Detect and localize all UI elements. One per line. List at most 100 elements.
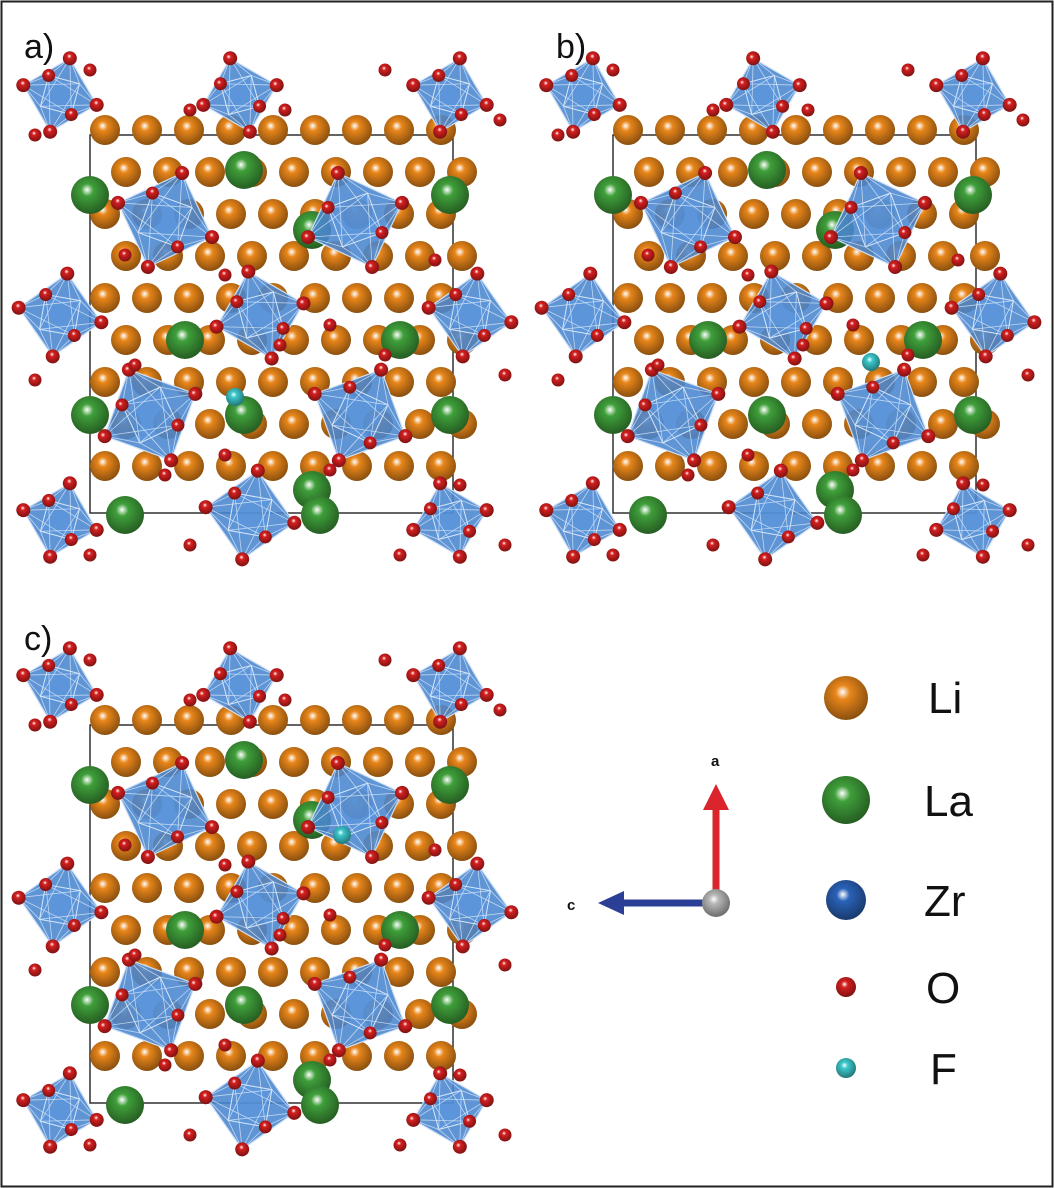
la-atom: [71, 766, 109, 804]
o-atom: [29, 964, 42, 977]
li-atom: [111, 747, 141, 777]
la-atom: [431, 986, 469, 1024]
li-atom: [970, 241, 1000, 271]
o-atom: [279, 104, 292, 117]
li-atom: [384, 873, 414, 903]
o-atom: [499, 1129, 512, 1142]
li-atom: [258, 957, 288, 987]
la-atom: [225, 151, 263, 189]
o-atom: [454, 1069, 467, 1082]
o-atom: [494, 704, 507, 717]
f-atom: [862, 353, 880, 371]
li-atom: [90, 957, 120, 987]
la-atom: [748, 151, 786, 189]
li-atom: [739, 199, 769, 229]
panel-b-label: b): [556, 28, 586, 66]
la-atom: [166, 321, 204, 359]
zro6-octahedron-inner-face: [228, 1083, 272, 1127]
o-atom: [324, 1054, 337, 1067]
li-atom: [300, 115, 330, 145]
li-atom: [405, 157, 435, 187]
o-atom: [324, 909, 337, 922]
li-atom: [258, 705, 288, 735]
li-atom: [907, 115, 937, 145]
o-atom: [184, 1129, 197, 1142]
li-atom: [865, 115, 895, 145]
legend-label-la: La: [924, 777, 973, 826]
o-atom: [129, 359, 142, 372]
o-atom: [324, 319, 337, 332]
la-atom: [166, 911, 204, 949]
la-atom: [954, 396, 992, 434]
li-atom: [634, 157, 664, 187]
o-atom: [847, 319, 860, 332]
li-atom: [279, 157, 309, 187]
la-atom: [431, 766, 469, 804]
li-atom: [363, 747, 393, 777]
li-atom: [111, 325, 141, 355]
la-atom: [71, 396, 109, 434]
li-atom: [613, 283, 643, 313]
li-atom: [384, 1041, 414, 1071]
o-atom: [219, 1039, 232, 1052]
o-atom: [499, 539, 512, 552]
la-atom: [824, 496, 862, 534]
o-atom: [129, 949, 142, 962]
o-atom: [707, 104, 720, 117]
li-atom: [447, 241, 477, 271]
o-atom: [902, 349, 915, 362]
li-atom: [90, 873, 120, 903]
o-atom: [499, 369, 512, 382]
la-atom: [301, 1086, 339, 1124]
li-atom: [279, 999, 309, 1029]
li-atom: [279, 409, 309, 439]
li-atom: [132, 873, 162, 903]
li-atom: [613, 115, 643, 145]
li-atom: [949, 367, 979, 397]
li-atom: [781, 199, 811, 229]
o-atom: [219, 269, 232, 282]
la-atom: [71, 176, 109, 214]
o-atom: [454, 479, 467, 492]
o-atom: [682, 469, 695, 482]
li-atom: [90, 115, 120, 145]
li-atom: [928, 157, 958, 187]
li-atom: [342, 705, 372, 735]
li-atom: [697, 115, 727, 145]
li-atom: [174, 1041, 204, 1071]
o-atom: [84, 654, 97, 667]
li-atom: [342, 283, 372, 313]
li-atom: [195, 831, 225, 861]
li-atom: [174, 451, 204, 481]
li-atom: [258, 367, 288, 397]
li-atom: [384, 705, 414, 735]
panel-a-label: a): [24, 28, 54, 66]
o-atom: [119, 249, 132, 262]
li-atom: [613, 451, 643, 481]
la-atom: [431, 396, 469, 434]
li-atom: [823, 115, 853, 145]
li-atom: [279, 747, 309, 777]
f-atom-icon: [836, 1058, 856, 1078]
o-atom: [742, 449, 755, 462]
o-atom: [29, 374, 42, 387]
zro6-octahedron-inner-face: [228, 493, 272, 537]
la-atom: [629, 496, 667, 534]
li-atom: [426, 367, 456, 397]
o-atom: [379, 64, 392, 77]
li-atom: [342, 115, 372, 145]
li-atom: [174, 115, 204, 145]
li-atom: [195, 409, 225, 439]
li-atom: [613, 367, 643, 397]
o-atom: [494, 114, 507, 127]
panel-c-label: c): [24, 620, 52, 658]
legend-label-f: F: [930, 1045, 957, 1094]
li-atom: [111, 915, 141, 945]
li-atom: [802, 157, 832, 187]
o-atom: [847, 464, 860, 477]
o-atom: [159, 1059, 172, 1072]
li-atom-icon: [824, 676, 868, 720]
axis-c-label: c: [567, 897, 575, 914]
li-atom: [781, 367, 811, 397]
li-atom: [90, 705, 120, 735]
